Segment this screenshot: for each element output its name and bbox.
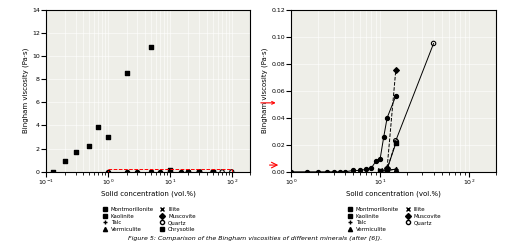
Point	[133, 170, 142, 174]
Point	[195, 170, 203, 174]
Point	[195, 170, 203, 174]
Point	[72, 150, 80, 154]
Point	[209, 170, 217, 174]
Point	[133, 170, 142, 174]
Point	[372, 159, 380, 163]
Point	[391, 167, 400, 171]
Point	[391, 139, 400, 143]
Point	[391, 167, 400, 171]
Point	[184, 170, 193, 174]
Point	[147, 170, 155, 174]
Point	[184, 170, 193, 174]
Y-axis label: Bingham viscosity (Pa·s): Bingham viscosity (Pa·s)	[22, 48, 29, 133]
Point	[228, 170, 236, 174]
Point	[123, 71, 131, 75]
Point	[156, 170, 165, 174]
Point	[123, 170, 131, 174]
Point	[195, 170, 203, 174]
Point	[195, 170, 203, 174]
Point	[391, 68, 400, 72]
X-axis label: Solid concentration (vol.%): Solid concentration (vol.%)	[346, 190, 441, 197]
Point	[209, 170, 217, 174]
X-axis label: Solid concentration (vol.%): Solid concentration (vol.%)	[101, 190, 196, 197]
Point	[195, 170, 203, 174]
Point	[166, 170, 174, 174]
Y-axis label: Bingham viscosity (Pa·s): Bingham viscosity (Pa·s)	[262, 48, 268, 133]
Point	[94, 125, 102, 129]
Point	[376, 169, 384, 173]
Point	[383, 168, 391, 172]
Point	[177, 170, 185, 174]
Point	[303, 170, 311, 174]
Point	[184, 170, 193, 174]
Point	[429, 42, 437, 45]
Point	[49, 170, 57, 174]
Point	[383, 166, 391, 170]
Point	[367, 166, 376, 170]
Point	[218, 170, 226, 174]
Point	[376, 169, 384, 173]
Point	[184, 170, 193, 174]
Point	[166, 167, 174, 171]
Point	[322, 170, 331, 174]
Point	[104, 170, 112, 174]
Point	[383, 167, 391, 171]
Point	[147, 170, 155, 174]
Point	[184, 170, 193, 174]
Point	[356, 168, 364, 172]
Point	[376, 157, 384, 161]
Point	[350, 168, 358, 172]
Point	[195, 170, 203, 174]
Bar	[108, 169, 232, 172]
Text: Figure 5: Comparison of the Bingham viscosities of different minerals (after [6]: Figure 5: Comparison of the Bingham visc…	[128, 235, 383, 241]
Point	[147, 170, 155, 174]
Point	[391, 140, 400, 144]
Point	[60, 159, 68, 163]
Point	[330, 170, 338, 174]
Point	[336, 170, 344, 174]
Point	[380, 135, 388, 139]
Point	[391, 94, 400, 98]
Point	[391, 142, 400, 145]
Point	[166, 170, 174, 174]
Point	[376, 168, 384, 172]
Point	[184, 170, 193, 174]
Legend: Montmorillonite, Kaolinite, Talc, Vermiculite, Illite, Muscovite, Quartz: Montmorillonite, Kaolinite, Talc, Vermic…	[346, 207, 441, 232]
Legend: Montmorillonite, Kaolinite, Talc, Vermiculite, Illite, Muscovite, Quartz, Chryso: Montmorillonite, Kaolinite, Talc, Vermic…	[101, 207, 196, 232]
Point	[362, 167, 370, 171]
Point	[383, 168, 391, 172]
Point	[383, 167, 391, 171]
Point	[104, 135, 112, 139]
Point	[341, 170, 349, 174]
Point	[85, 144, 94, 148]
Point	[376, 169, 384, 173]
Point	[166, 170, 174, 174]
Point	[209, 170, 217, 174]
Point	[195, 170, 203, 174]
Point	[314, 170, 322, 174]
Point	[209, 170, 217, 174]
Point	[166, 170, 174, 174]
Point	[147, 45, 155, 49]
Point	[287, 170, 295, 174]
Point	[383, 116, 391, 120]
Point	[209, 170, 217, 174]
Point	[147, 170, 155, 174]
